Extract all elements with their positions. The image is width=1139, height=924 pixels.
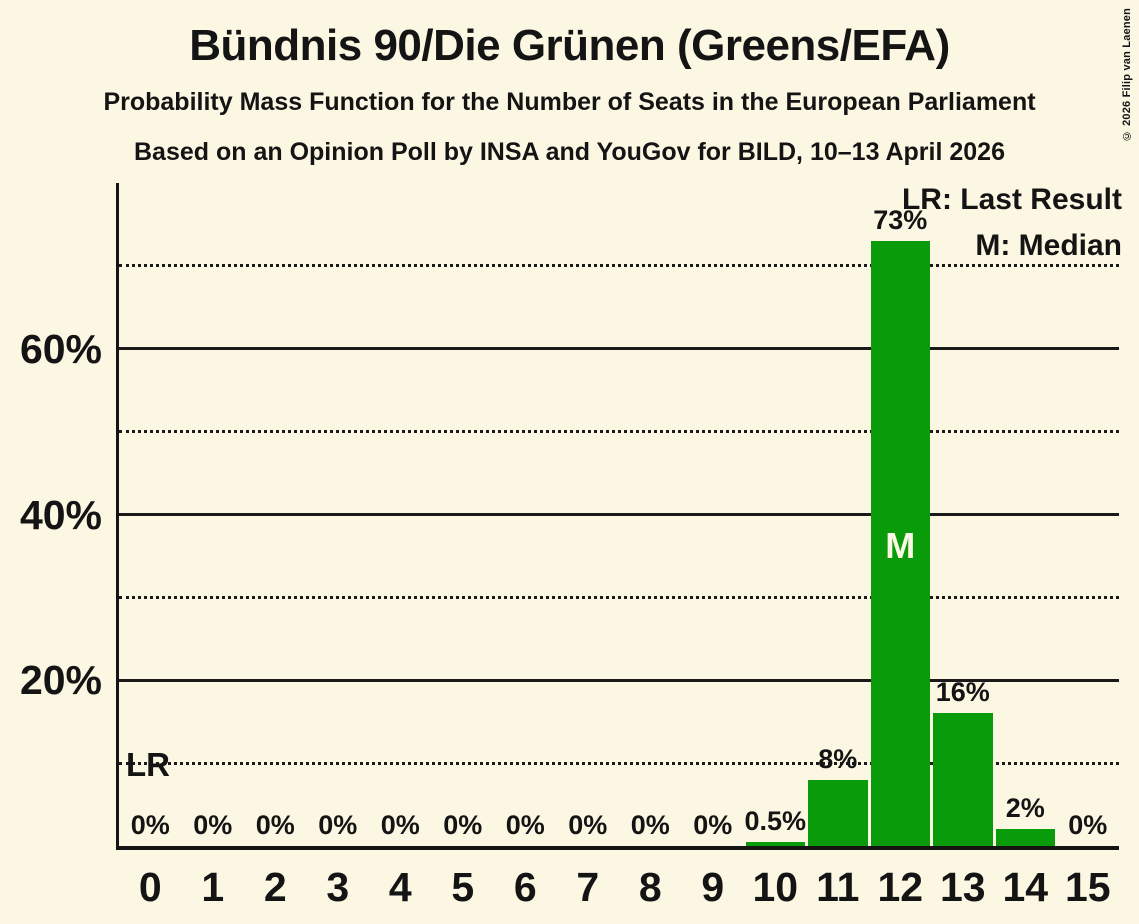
bar-value-label-9: 0% — [693, 810, 733, 840]
x-tick-label-13: 13 — [939, 864, 986, 910]
minor-gridline-10 — [119, 761, 1119, 765]
bar-value-label-8: 0% — [630, 810, 670, 840]
x-tick-label-4: 4 — [388, 864, 412, 910]
bar-11 — [808, 779, 868, 846]
x-tick-label-9: 9 — [701, 864, 725, 910]
major-gridline-20 — [119, 678, 1119, 682]
bar-value-label-0: 0% — [130, 810, 170, 840]
bar-13 — [933, 713, 993, 846]
poll-info-subtitle: Based on an Opinion Poll by INSA and You… — [133, 138, 1005, 166]
minor-gridline-50 — [119, 430, 1119, 434]
median-marker: M — [885, 525, 916, 566]
y-tick-label-60: 60% — [19, 325, 102, 372]
x-tick-label-12: 12 — [877, 864, 924, 910]
x-tick-label-14: 14 — [1002, 864, 1049, 910]
x-tick-label-2: 2 — [263, 864, 287, 910]
bar-value-label-4: 0% — [380, 810, 420, 840]
bar-value-label-11: 8% — [818, 743, 858, 774]
bar-value-label-5: 0% — [443, 810, 483, 840]
bar-value-label-10: 0.5% — [744, 805, 807, 836]
y-tick-label-20: 20% — [19, 657, 102, 704]
bar-value-label-12: 73% — [873, 205, 928, 236]
x-tick-label-10: 10 — [752, 864, 799, 910]
minor-gridline-30 — [119, 595, 1119, 599]
minor-gridline-70 — [119, 264, 1119, 268]
bar-value-label-2: 0% — [255, 810, 295, 840]
bar-10 — [745, 841, 805, 846]
x-tick-label-6: 6 — [513, 864, 537, 910]
y-tick-label-40: 40% — [19, 491, 102, 538]
x-tick-label-5: 5 — [451, 864, 475, 910]
copyright-notice: © 2026 Filip van Laenen — [1121, 8, 1133, 142]
bar-value-label-7: 0% — [568, 810, 608, 840]
legend-median: M: Median — [975, 229, 1122, 262]
bar-12 — [870, 241, 930, 846]
bar-value-label-3: 0% — [318, 810, 358, 840]
bar-value-label-15: 0% — [1068, 810, 1108, 840]
last-result-marker: LR — [126, 746, 170, 783]
major-gridline-60 — [119, 347, 1119, 351]
x-tick-label-7: 7 — [576, 864, 600, 910]
x-tick-label-0: 0 — [138, 864, 162, 910]
chart-subtitle: Probability Mass Function for the Number… — [103, 88, 1036, 116]
bar-value-label-6: 0% — [505, 810, 545, 840]
plot-area: LR 0% 0% 0% 0% 0% 0% 0% 0% 0% 0% 0.5% 8% 73% 16% 2% 0% M — [116, 183, 1119, 850]
bar-14 — [995, 829, 1055, 846]
x-tick-label-15: 15 — [1064, 864, 1111, 910]
bar-value-label-1: 0% — [193, 810, 233, 840]
legend-last-result: LR: Last Result — [901, 183, 1122, 216]
chart-title: Bündnis 90/Die Grünen (Greens/EFA) — [189, 21, 950, 70]
x-tick-label-3: 3 — [326, 864, 350, 910]
bar-value-label-13: 16% — [935, 677, 990, 708]
x-tick-label-1: 1 — [201, 864, 225, 910]
major-gridline-40 — [119, 513, 1119, 516]
bar-value-label-14: 2% — [1005, 793, 1045, 824]
x-tick-label-8: 8 — [638, 864, 662, 910]
x-tick-label-11: 11 — [816, 864, 860, 910]
